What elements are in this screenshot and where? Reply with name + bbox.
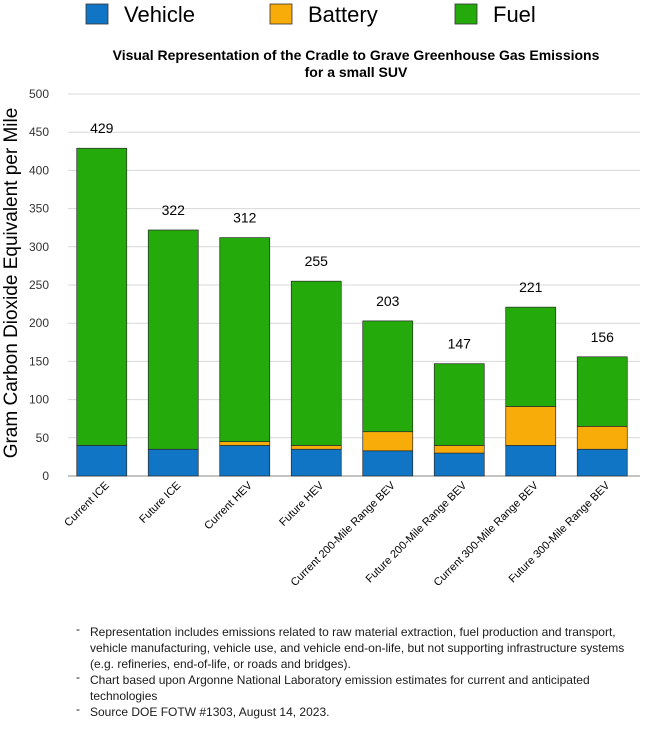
bar-segment-fuel xyxy=(76,147,128,446)
chart-title-line: for a small SUV xyxy=(305,64,408,80)
y-tick-label: 300 xyxy=(29,240,49,254)
bar-total-label: 429 xyxy=(90,120,114,136)
bar-segment-battery xyxy=(505,406,557,446)
bar-segment-battery xyxy=(219,441,271,446)
stacked-bar-chart: Vehicle Battery Fuel Visual Representation … xyxy=(1,2,640,589)
bar-total-label: 203 xyxy=(376,293,400,309)
y-tick-label: 350 xyxy=(29,202,49,216)
bar-segment-battery xyxy=(362,431,414,452)
y-tick-label: 200 xyxy=(29,316,49,330)
y-tick-label: 250 xyxy=(29,278,49,292)
legend-swatch-battery xyxy=(269,3,293,25)
x-tick-label: Future HEV xyxy=(277,479,327,529)
bar-segment-vehicle xyxy=(362,450,414,477)
footnote-text: Chart based upon Argonne National Labora… xyxy=(90,673,590,703)
bullet: - xyxy=(76,670,80,684)
bar-segment-vehicle xyxy=(219,445,271,477)
x-tick-label: Current HEV xyxy=(202,479,255,532)
legend-label-battery: Battery xyxy=(308,2,378,27)
bar-segment-vehicle xyxy=(147,448,199,477)
bar-segment-fuel xyxy=(147,229,199,450)
legend-label-fuel: Fuel xyxy=(493,2,536,27)
legend-swatch-fuel xyxy=(454,3,478,25)
bar-segment-fuel xyxy=(505,306,557,407)
y-tick-label: 400 xyxy=(29,163,49,177)
footnote-text: Representation includes emissions relate… xyxy=(90,625,625,671)
y-axis-label: Gram Carbon Dioxide Equivalent per Mile xyxy=(1,108,22,459)
footnote-item: - Source DOE FOTW #1303, August 14, 2023. xyxy=(76,702,636,720)
y-tick-label: 100 xyxy=(29,393,49,407)
bar-segment-vehicle xyxy=(576,448,628,477)
y-tick-label: 500 xyxy=(29,87,49,101)
bar-total-label: 156 xyxy=(591,329,615,345)
bar-segment-vehicle xyxy=(76,445,128,477)
bar-total-label: 322 xyxy=(162,202,186,218)
bar-segment-fuel xyxy=(433,363,485,446)
bar-segment-fuel xyxy=(290,280,342,446)
legend-swatch-vehicle xyxy=(85,3,109,25)
bullet: - xyxy=(76,622,80,636)
y-tick-label: 0 xyxy=(42,469,49,483)
y-tick-label: 150 xyxy=(29,354,49,368)
y-tick-label: 450 xyxy=(29,125,49,139)
footnote-item: - Chart based upon Argonne National Labor… xyxy=(76,670,636,704)
bar-segment-vehicle xyxy=(505,445,557,477)
bar-segment-battery xyxy=(290,445,342,450)
bullet: - xyxy=(76,702,80,716)
bar-segment-fuel xyxy=(219,237,271,442)
bar-segment-vehicle xyxy=(433,452,485,477)
bar-segment-vehicle xyxy=(290,448,342,477)
x-tick-label: Current ICE xyxy=(62,480,112,530)
x-tick-label: Future ICE xyxy=(137,480,183,526)
bar-total-label: 255 xyxy=(305,253,329,269)
bar-segment-battery xyxy=(433,445,485,454)
chart-title-line: Visual Representation of the Cradle to G… xyxy=(113,47,600,63)
bar-total-label: 147 xyxy=(448,336,472,352)
footnote-text: Source DOE FOTW #1303, August 14, 2023. xyxy=(90,705,330,719)
footnote-item: - Representation includes emissions relat… xyxy=(76,622,636,672)
bar-segment-fuel xyxy=(362,320,414,433)
bar-total-label: 221 xyxy=(519,279,543,295)
bar-segment-battery xyxy=(576,425,628,450)
footnotes: - Representation includes emissions relat… xyxy=(76,622,636,720)
legend-label-vehicle: Vehicle xyxy=(124,2,195,27)
y-tick-label: 50 xyxy=(36,431,50,445)
bar-total-label: 312 xyxy=(233,210,257,226)
bar-segment-fuel xyxy=(576,356,628,427)
